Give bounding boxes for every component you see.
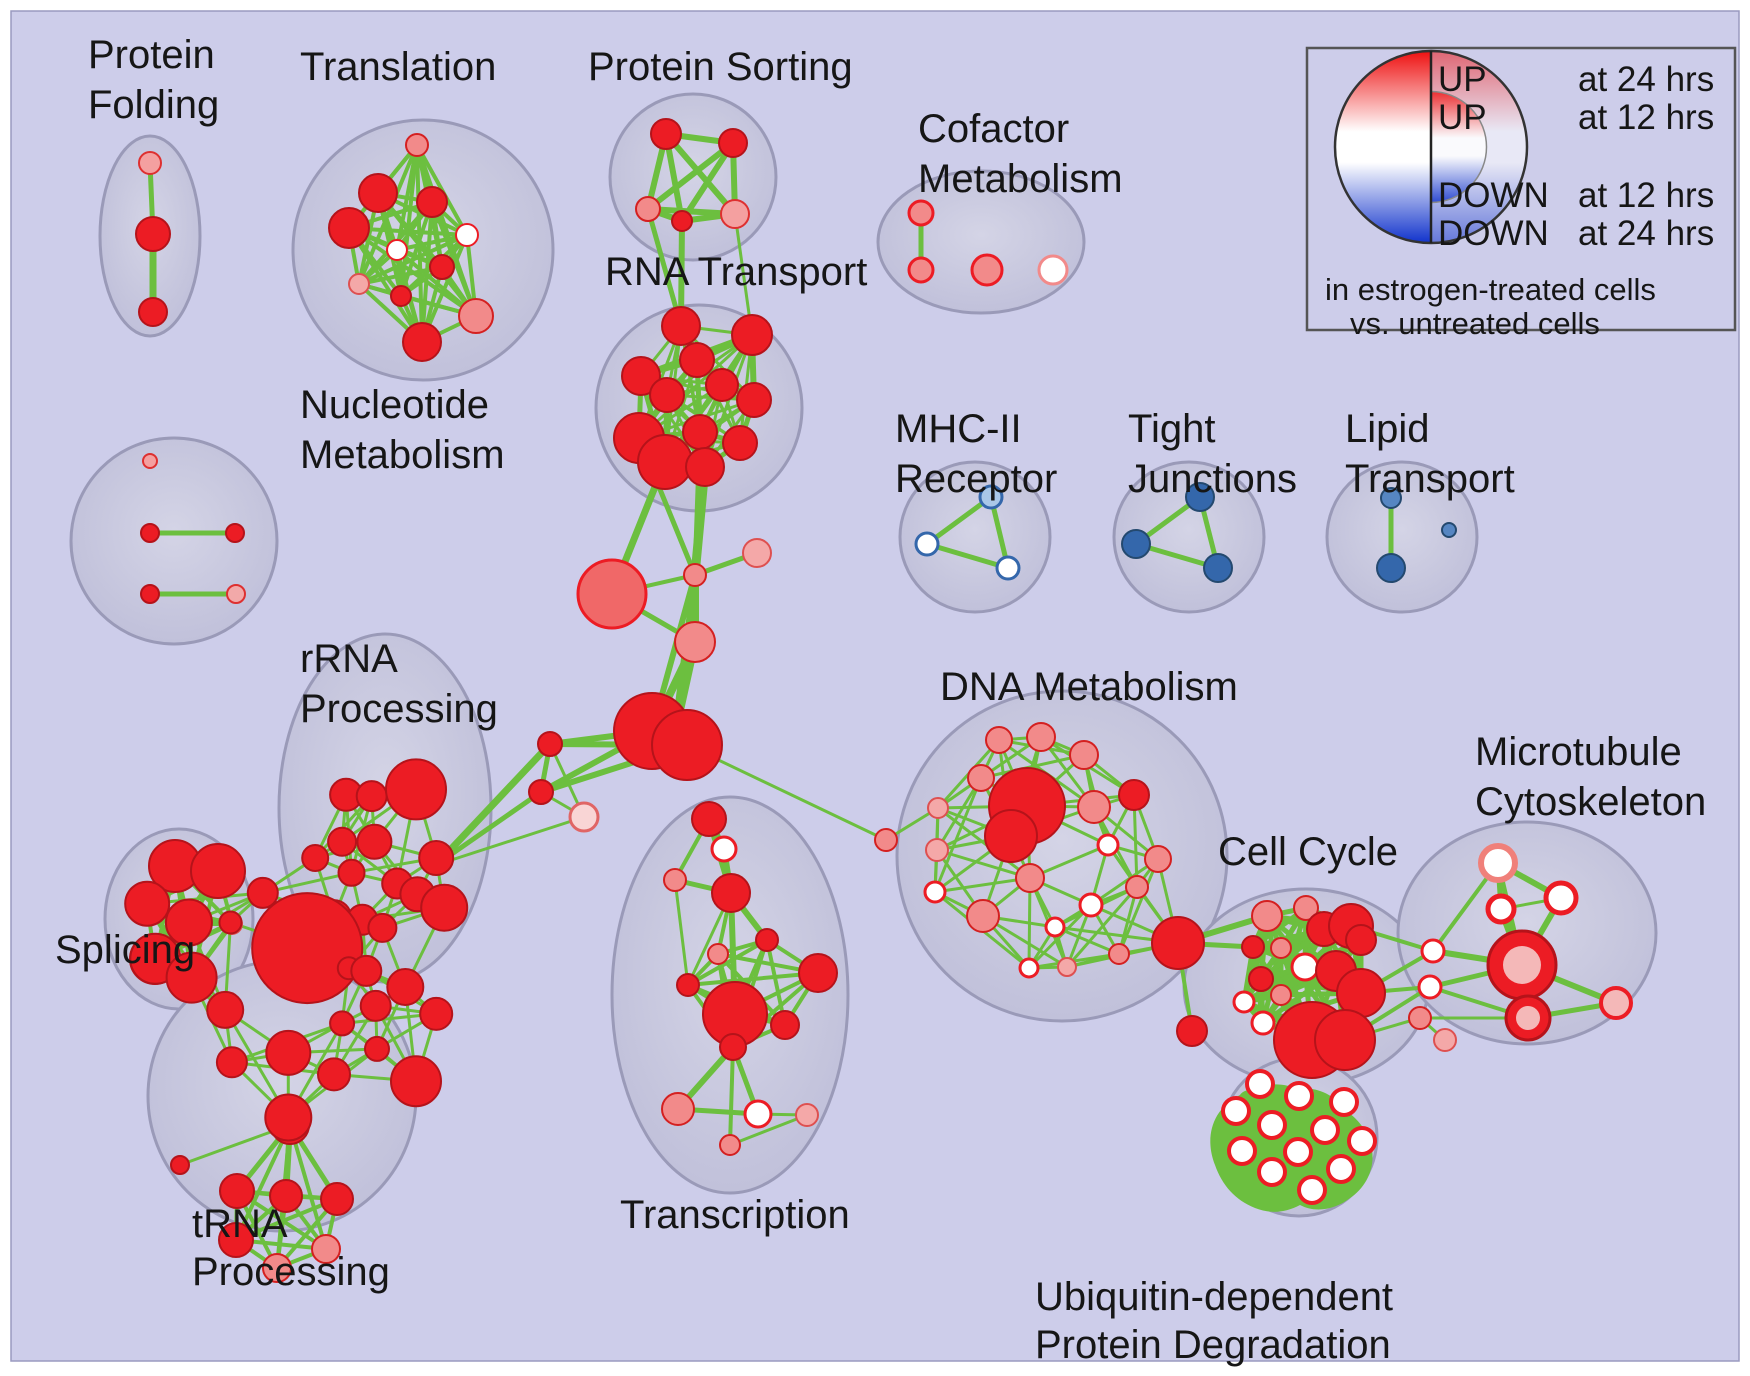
svg-text:at 24 hrs: at 24 hrs [1578,60,1714,99]
svg-text:Lipid: Lipid [1345,407,1430,451]
svg-text:Translation: Translation [300,45,496,89]
svg-text:Protein Sorting: Protein Sorting [588,45,853,89]
svg-text:UP: UP [1438,98,1487,137]
svg-text:Splicing: Splicing [55,928,195,972]
svg-text:tRNA: tRNA [192,1202,288,1246]
svg-text:MHC-II: MHC-II [895,407,1022,451]
svg-text:rRNA: rRNA [300,637,398,681]
svg-text:Protein: Protein [88,33,215,77]
svg-text:Cofactor: Cofactor [918,107,1069,151]
svg-text:RNA Transport: RNA Transport [605,250,867,294]
svg-text:Processing: Processing [300,687,498,731]
svg-text:Protein Degradation: Protein Degradation [1035,1323,1391,1367]
svg-text:Microtubule: Microtubule [1475,730,1682,774]
svg-text:Junctions: Junctions [1128,457,1297,501]
svg-text:at 12 hrs: at 12 hrs [1578,176,1714,215]
svg-text:Processing: Processing [192,1250,390,1294]
svg-text:DOWN: DOWN [1438,176,1549,215]
svg-text:Ubiquitin-dependent: Ubiquitin-dependent [1035,1275,1393,1319]
svg-text:Cell Cycle: Cell Cycle [1218,830,1398,874]
svg-text:in estrogen-treated cells: in estrogen-treated cells [1325,272,1656,307]
svg-text:Metabolism: Metabolism [300,433,505,477]
svg-text:Tight: Tight [1128,407,1215,451]
svg-text:Nucleotide: Nucleotide [300,383,489,427]
svg-text:Receptor: Receptor [895,457,1057,501]
svg-text:Transcription: Transcription [620,1193,850,1237]
svg-text:vs. untreated cells: vs. untreated cells [1350,306,1600,341]
svg-text:DNA Metabolism: DNA Metabolism [940,665,1238,709]
svg-text:at 12 hrs: at 12 hrs [1578,98,1714,137]
svg-text:UP: UP [1438,60,1487,99]
svg-text:Transport: Transport [1345,457,1515,501]
svg-text:Metabolism: Metabolism [918,157,1123,201]
svg-text:Folding: Folding [88,83,219,127]
svg-text:Cytoskeleton: Cytoskeleton [1475,780,1706,824]
svg-text:DOWN: DOWN [1438,214,1549,253]
svg-text:at 24 hrs: at 24 hrs [1578,214,1714,253]
